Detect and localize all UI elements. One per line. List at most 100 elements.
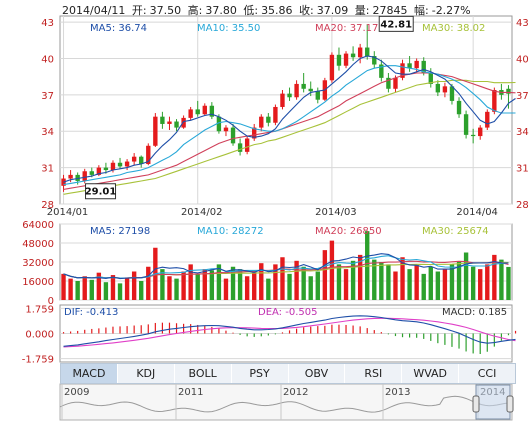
candle-up [442,86,448,93]
candle-down [103,167,109,171]
low-value: 35.86 [261,4,293,17]
candle-down [216,116,222,132]
volume-bar-up [322,250,328,300]
volume-bar-down [103,282,109,300]
price-y-tick-right: 43 [516,18,529,29]
volume-value: 27845 [372,4,408,17]
ma20-legend: MA20: 37.17 [315,23,378,34]
ma5-line [63,55,516,183]
macd-y-tick: 1.759 [25,304,54,315]
candle-down [301,83,306,89]
candle-down [421,60,426,74]
indicator-tab-bar: MACD KDJ BOLL PSY OBV RSI WVAD CCI [60,363,516,384]
volume-bar-up [181,271,186,300]
tab-obv[interactable]: OBV [289,364,346,383]
candle-up [329,54,335,81]
volume-bar-down [308,276,313,300]
volume-bar-down [160,269,165,300]
volume-bar-down [499,259,504,300]
candle-up [181,117,186,128]
candle-up [273,106,278,123]
change-label: 幅: [414,4,429,17]
open-label: 开: [131,4,147,17]
volume-bar-down [237,269,243,300]
candle-up [252,127,257,139]
volume-bar-down [428,266,433,300]
tab-rsi[interactable]: RSI [345,364,403,383]
price-x-tick: 2014/02 [181,207,223,218]
tab-psy[interactable]: PSY [232,364,289,383]
volume-bar-up [259,263,264,300]
close-value: 37.09 [316,4,349,17]
navigator-handle-left[interactable] [472,395,480,413]
volume-bar-up [68,278,73,300]
ma10-line [63,65,516,186]
candle-down [75,174,80,181]
volume-bar-up [442,269,448,300]
volume-bar-up [188,264,193,300]
volume-bar-down [506,266,511,300]
candle-up [485,111,490,128]
volume-bar-down [139,281,144,300]
open-value: 37.50 [149,4,182,17]
max-price-label: 42.81 [380,19,412,30]
volume-bar-down [174,278,179,300]
candle-up [294,83,299,98]
volume-bar-down [470,266,476,300]
navigator-year-label: 2013 [385,387,410,398]
candle-down [308,88,313,92]
volume-bar-up [252,271,257,300]
tab-boll[interactable]: BOLL [175,364,232,383]
candle-down [89,171,94,175]
price-x-tick: 2014/04 [456,207,498,218]
navigator-selection[interactable] [475,384,511,420]
volume-bar-up [244,276,250,300]
navigator-year-label: 2009 [64,387,89,398]
price-y-tick-right: 28 [516,200,529,211]
tab-kdj[interactable]: KDJ [118,364,175,383]
candle-up [153,116,158,146]
candle-down [435,83,441,93]
candle-up [223,127,229,132]
macd-y-tick: -1.759 [22,355,54,366]
macd-legend: MACD: 0.185 [442,307,507,318]
volume-bar-down [216,264,222,300]
volume-bar-down [117,283,123,300]
volume-bar-up [485,264,490,300]
volume-y-tick: 16000 [22,277,54,288]
candle-up [188,109,193,118]
candle-up [96,167,102,175]
dea-legend: DEA: -0.505 [258,307,317,318]
candle-up [146,145,151,164]
price-y-tick-left: 43 [41,18,54,29]
navigator-handle-right[interactable] [506,395,514,413]
tab-wvad[interactable]: WVAD [402,364,460,383]
volume-bar-down [372,259,377,300]
price-y-tick-right: 34 [516,127,529,138]
volume-bar-down [463,252,469,300]
candle-up [280,93,285,107]
min-price-box [85,183,117,200]
volume-bar-down [449,264,455,300]
min-price-label: 29.01 [85,187,117,198]
candle-up [393,77,398,89]
volume-ma5-line [63,253,509,280]
tab-cci[interactable]: CCI [477,367,497,380]
volume-bar-up [329,240,335,300]
candle-down [350,53,356,58]
candle-up [244,138,250,152]
candle-up [414,60,419,69]
tab-macd[interactable]: MACD [61,364,118,383]
candle-up [82,171,87,181]
candle-down [372,56,377,65]
change-value: -2.27% [431,4,471,17]
low-label: 低: [243,4,259,17]
candle-up [492,89,497,112]
volume-bar-down [209,270,215,300]
dif-legend: DIF: -0.413 [64,307,118,318]
close-label: 收: [299,4,314,17]
volume-bar-down [195,273,200,300]
price-y-tick-left: 31 [41,164,54,175]
volume-bar-up [393,271,398,300]
